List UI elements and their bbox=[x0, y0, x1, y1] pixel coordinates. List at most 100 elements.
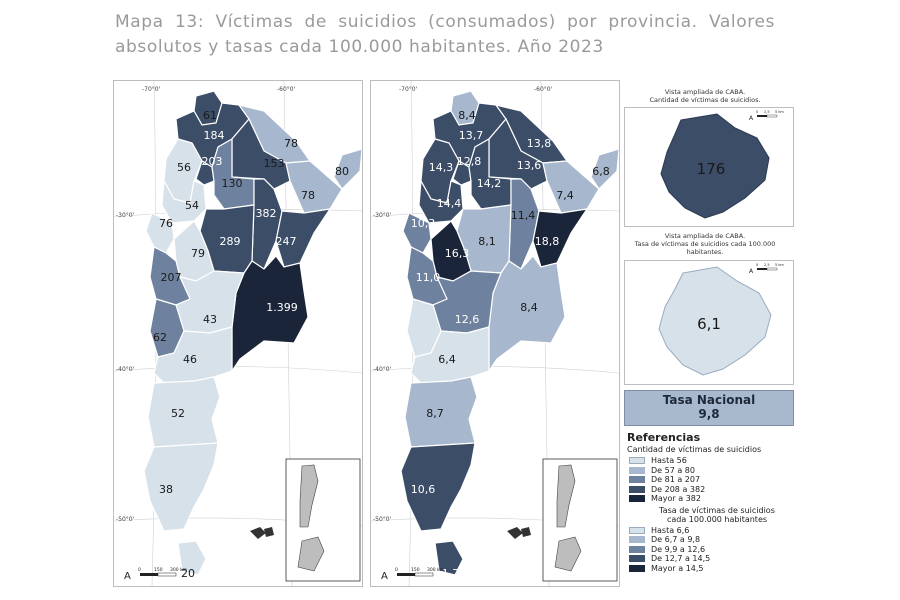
legend-title: Referencias bbox=[627, 431, 701, 444]
caba-rate-value: 6,1 bbox=[697, 315, 721, 333]
legend-rate-title-line1: Tasa de víctimas de suicidios bbox=[659, 505, 775, 515]
value-chubut: 52 bbox=[171, 407, 185, 420]
rate-buenos-aires: 8,4 bbox=[520, 301, 538, 314]
province-santa-fe[interactable] bbox=[251, 178, 283, 270]
province-santa-cruz-rate[interactable] bbox=[400, 442, 476, 532]
scale-label-mid-right: 150 bbox=[411, 567, 420, 573]
caba-rate-caption-line2: Tasa de víctimas de suicidios cada 100.0… bbox=[634, 240, 776, 248]
province-corrientes-rate[interactable] bbox=[542, 160, 600, 214]
province-chubut[interactable] bbox=[147, 376, 221, 448]
legend-rate-item-2: De 6,7 a 9,8 bbox=[627, 535, 807, 545]
lon-label-70-right: -70°0' bbox=[399, 86, 418, 93]
value-la-pampa: 43 bbox=[203, 313, 217, 326]
legend-rate-item-1: Hasta 6,6 bbox=[627, 526, 807, 536]
value-catamarca: 56 bbox=[177, 161, 191, 174]
province-entre-rios[interactable] bbox=[275, 208, 332, 268]
legend-rate-item-5: Mayor a 14,5 bbox=[627, 564, 807, 574]
value-rio-negro: 46 bbox=[183, 353, 197, 366]
province-tierra-del-fuego-rate[interactable] bbox=[434, 540, 464, 576]
caba-rate-scale-mid: 2,5 bbox=[764, 263, 770, 267]
province-tucuman[interactable] bbox=[195, 160, 215, 186]
legend-rate-title-line2: cada 100.000 habitantes bbox=[666, 514, 768, 524]
rate-jujuy: 8,4 bbox=[458, 109, 476, 122]
province-corrientes[interactable] bbox=[285, 160, 343, 214]
legend-abs-item-3: De 81 a 207 bbox=[627, 475, 807, 485]
value-neuquen: 62 bbox=[153, 331, 167, 344]
value-tierra-del-fuego: 20 bbox=[181, 567, 195, 580]
scale-label-end: 300 km bbox=[170, 567, 187, 573]
caba-abs-caption-line1: Vista ampliada de CABA. bbox=[664, 88, 746, 96]
scale-label-0-right: 0 bbox=[395, 567, 398, 573]
value-la-rioja: 54 bbox=[185, 199, 199, 212]
rate-chaco: 13,6 bbox=[517, 159, 542, 172]
legend-rate-label-1: Hasta 6,6 bbox=[651, 525, 690, 535]
north-arrow-icon-right: A bbox=[381, 571, 388, 582]
value-entre-rios: 247 bbox=[276, 235, 297, 248]
province-tucuman-rate[interactable] bbox=[452, 160, 472, 186]
province-tierra-del-fuego[interactable] bbox=[177, 540, 207, 576]
map-title: Mapa 13: Víctimas de suicidios (consumad… bbox=[115, 12, 775, 57]
value-mendoza: 207 bbox=[161, 271, 182, 284]
province-entre-rios-rate[interactable] bbox=[532, 208, 589, 268]
national-rate-box: Tasa Nacional 9,8 bbox=[624, 390, 794, 426]
lon-label-60: -60°0' bbox=[277, 86, 296, 93]
caba-abs-inset: 176 A 0 2,5 5 km bbox=[624, 107, 794, 227]
province-la-rioja-rate[interactable] bbox=[418, 178, 464, 224]
caba-abs-scale-mid: 2,5 bbox=[764, 110, 770, 114]
scale-label-0: 0 bbox=[138, 567, 141, 573]
caba-abs-caption-line2: Cantidad de víctimas de suicidios. bbox=[649, 96, 761, 104]
legend-rate-item-4: De 12,7 a 14,5 bbox=[627, 554, 807, 564]
rate-cordoba: 8,1 bbox=[478, 235, 496, 248]
caba-rate-caption-line1: Vista ampliada de CABA. bbox=[664, 232, 746, 240]
rate-corrientes: 7,4 bbox=[556, 189, 574, 202]
legend-abs-label-5: Mayor a 382 bbox=[651, 494, 701, 504]
legend-rate-label-2: De 6,7 a 9,8 bbox=[651, 535, 701, 545]
province-santa-fe-rate[interactable] bbox=[508, 178, 540, 270]
rate-santiago: 14,2 bbox=[477, 177, 502, 190]
value-misiones: 80 bbox=[335, 165, 349, 178]
caba-rate-scale-end: 5 km bbox=[775, 263, 784, 267]
caba-abs-shape[interactable] bbox=[660, 113, 770, 219]
antarctica-inset bbox=[285, 458, 361, 582]
rate-tierra-del-fuego: 11,7 bbox=[435, 567, 460, 580]
province-la-rioja[interactable] bbox=[161, 178, 207, 224]
caba-rate-map: 6,1 A 0 2,5 5 km bbox=[658, 263, 784, 376]
lat-label-50-right: -50°0' bbox=[373, 516, 392, 523]
province-rio-negro-rate[interactable] bbox=[410, 326, 490, 384]
province-misiones-rate[interactable] bbox=[590, 148, 620, 190]
province-chubut-rate[interactable] bbox=[404, 376, 478, 448]
caba-rate-inset: 6,1 A 0 2,5 5 km bbox=[624, 260, 794, 385]
north-arrow-icon: A bbox=[124, 571, 131, 582]
lat-label-30: -30°0' bbox=[116, 212, 135, 219]
lat-label-50: -50°0' bbox=[116, 516, 135, 523]
legend-abs-label-1: Hasta 56 bbox=[651, 456, 687, 466]
caba-abs-scale-end: 5 km bbox=[775, 110, 784, 114]
malvinas-islands bbox=[250, 527, 274, 539]
legend-abs-label-2: De 57 a 80 bbox=[651, 465, 695, 475]
legend-abs-item-5: Mayor a 382 bbox=[627, 494, 807, 504]
national-rate-label: Tasa Nacional bbox=[662, 393, 756, 407]
legend: Referencias Cantidad de víctimas de suic… bbox=[627, 431, 807, 573]
value-san-juan: 76 bbox=[159, 217, 173, 230]
scale-label-end-right: 300 km bbox=[427, 567, 444, 573]
rates-map: -70°0' -60°0' -30°0' -40°0' -50°0' bbox=[370, 80, 620, 587]
legend-rate-item-3: De 9,9 a 12,6 bbox=[627, 545, 807, 555]
rate-catamarca: 14,3 bbox=[429, 161, 454, 174]
legend-abs-item-1: Hasta 56 bbox=[627, 456, 807, 466]
value-corrientes: 78 bbox=[301, 189, 315, 202]
value-tucuman: 203 bbox=[202, 155, 223, 168]
scale-bar-right: 0 150 300 km bbox=[395, 567, 444, 577]
rate-rio-negro: 6,4 bbox=[438, 353, 456, 366]
absolute-values-map-panel: -70°0' -60°0' -30°0' -40°0' -50°0' bbox=[113, 80, 363, 587]
rate-santa-fe: 11,4 bbox=[511, 209, 536, 222]
value-santiago: 130 bbox=[222, 177, 243, 190]
rate-tucuman: 12,8 bbox=[457, 155, 482, 168]
lat-label-40-right: -40°0' bbox=[373, 366, 392, 373]
caba-abs-scale-0: 0 bbox=[756, 110, 758, 114]
rate-santa-cruz: 10,6 bbox=[411, 483, 436, 496]
province-rio-negro[interactable] bbox=[153, 326, 233, 384]
caba-rate-shape[interactable] bbox=[658, 266, 772, 376]
province-santa-cruz[interactable] bbox=[143, 442, 219, 532]
province-misiones[interactable] bbox=[333, 148, 363, 190]
caba-rate-north: A bbox=[749, 268, 754, 275]
